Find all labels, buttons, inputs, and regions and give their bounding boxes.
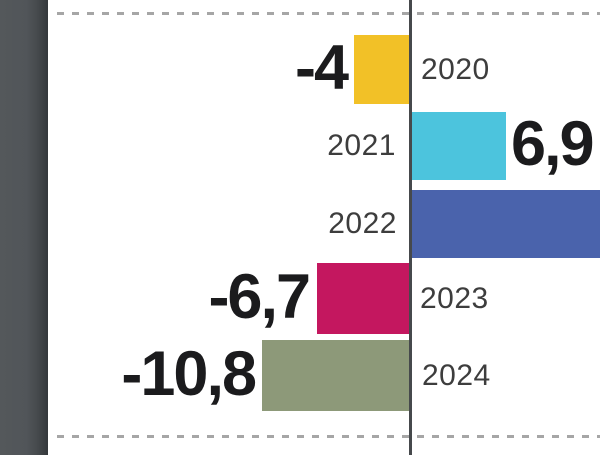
year-label-2020: 2020 <box>421 52 490 86</box>
value-label-2020: -4 <box>294 32 349 103</box>
bar-2023 <box>317 263 410 334</box>
bar-2024 <box>262 340 410 411</box>
top-dashed-gridline <box>57 12 600 15</box>
bar-2021 <box>412 112 506 180</box>
zero-axis-line <box>409 0 412 455</box>
value-label-2024: -10,8 <box>121 338 257 409</box>
left-dark-panel <box>0 0 48 455</box>
year-label-2022: 2022 <box>328 207 397 240</box>
year-label-2021: 2021 <box>327 129 396 162</box>
value-label-2023: -6,7 <box>208 261 311 332</box>
year-label-2024: 2024 <box>422 358 491 392</box>
year-label-2023: 2023 <box>420 281 489 315</box>
value-label-2021: 6,9 <box>511 109 595 179</box>
bar-2022 <box>412 190 600 258</box>
bottom-dashed-gridline <box>57 435 600 438</box>
bar-2020 <box>354 35 410 104</box>
